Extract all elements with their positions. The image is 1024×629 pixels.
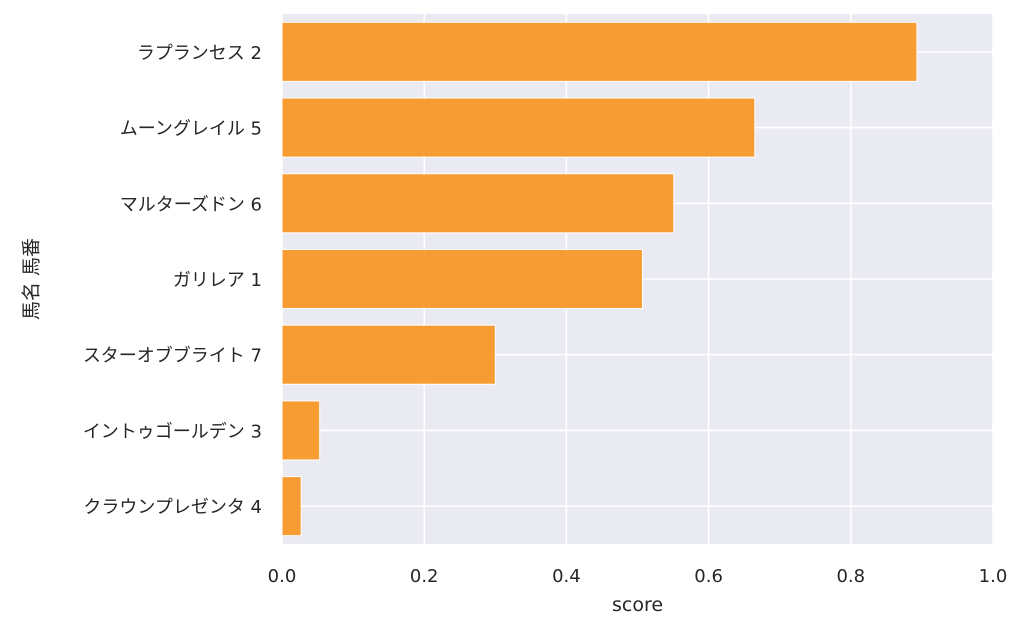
bar <box>281 97 756 158</box>
bar <box>281 248 643 310</box>
x-tick-label: 0.8 <box>836 566 865 587</box>
bar <box>281 173 675 234</box>
x-tick-labels: 0.0 0.2 0.4 0.6 0.8 1.0 <box>268 566 1008 587</box>
x-tick-label: 0.2 <box>410 566 439 587</box>
bar <box>281 476 302 537</box>
x-tick-label: 1.0 <box>979 566 1008 587</box>
y-tick-labels: ラプランセス 2 ムーングレイル 5 マルターズドン 6 ガリレア 1 スターオブブライ… <box>83 43 262 518</box>
y-tick-label: イントゥゴールデン 3 <box>83 421 262 442</box>
y-tick-label: ラプランセス 2 <box>137 43 262 64</box>
y-tick-label: マルターズドン 6 <box>120 194 262 215</box>
bar <box>281 400 321 461</box>
bar <box>281 21 918 82</box>
bar <box>281 324 496 385</box>
x-tick-label: 0.4 <box>552 566 581 587</box>
y-tick-label: スターオブブライト 7 <box>83 345 262 367</box>
y-axis-label: 馬名 馬番 <box>21 238 43 320</box>
y-tick-label: ムーングレイル 5 <box>120 119 262 140</box>
y-tick-label: ガリレア 1 <box>173 270 262 291</box>
y-tick-label: クラウンプレゼンタ 4 <box>83 497 262 518</box>
x-tick-label: 0.0 <box>268 566 297 587</box>
x-axis-label: score <box>612 594 663 616</box>
x-tick-label: 0.6 <box>694 566 723 587</box>
bars <box>281 21 918 537</box>
